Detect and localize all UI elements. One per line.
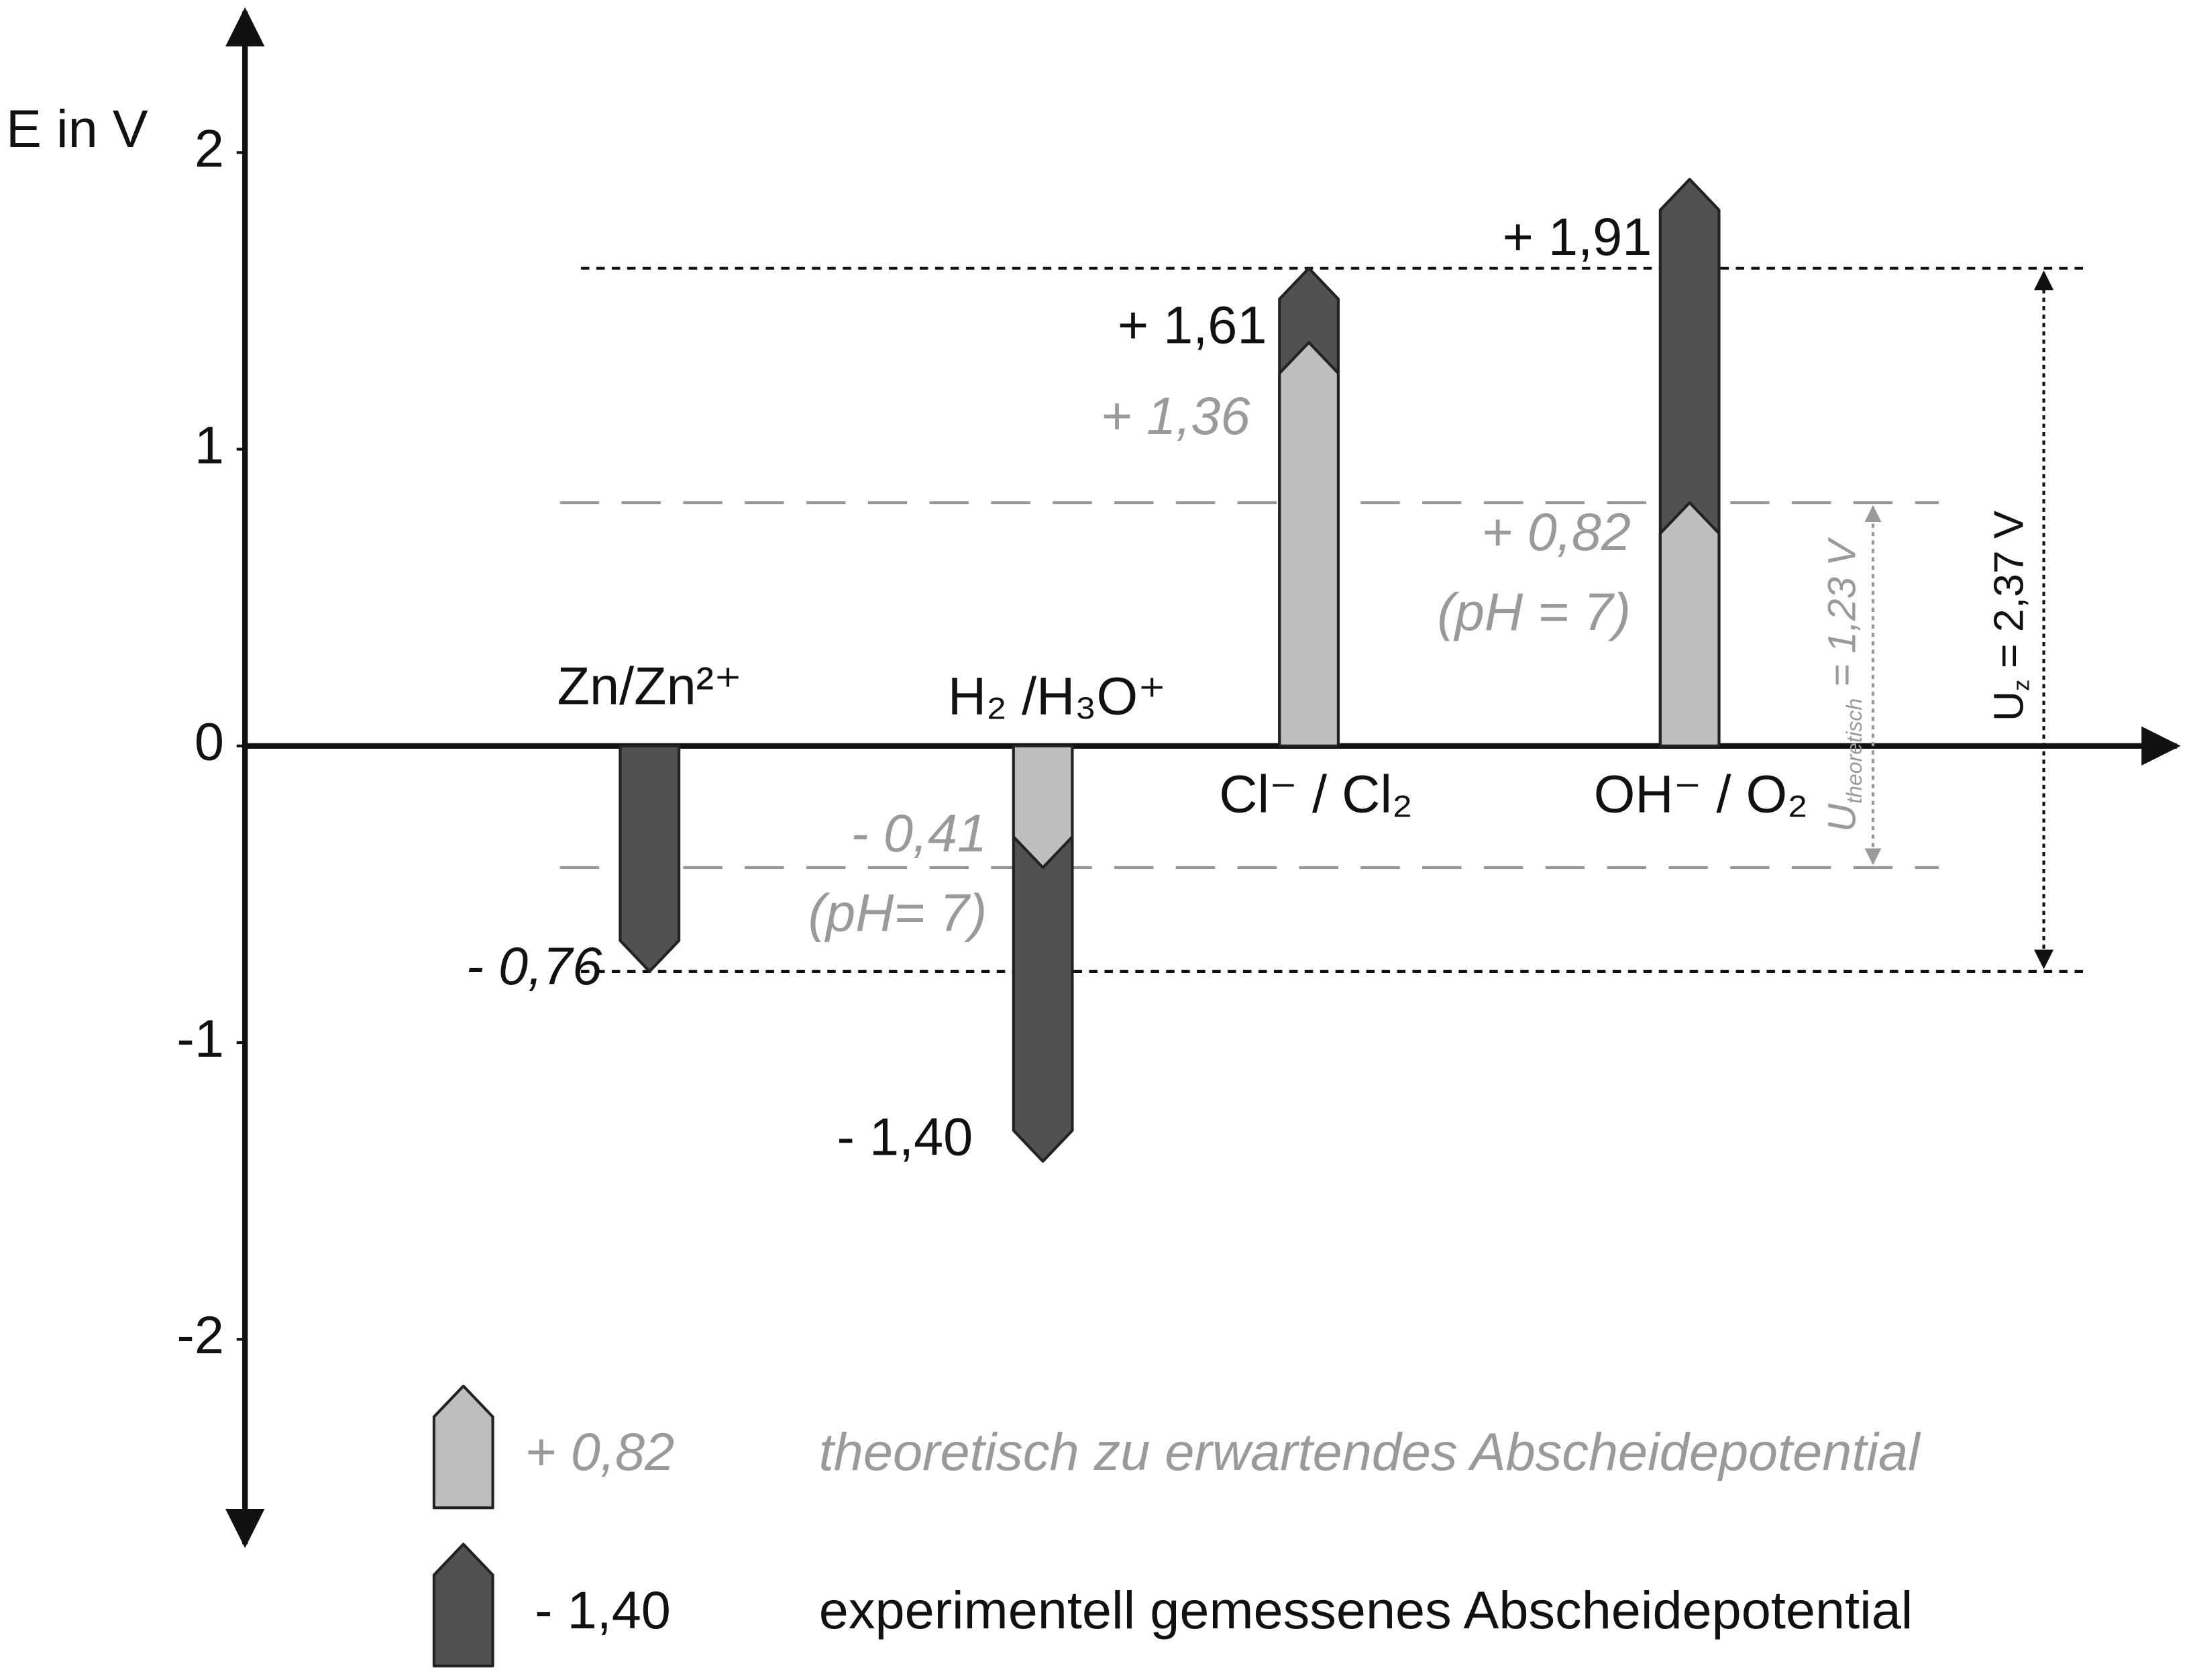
bar: [1658, 501, 1721, 747]
bar: [1278, 341, 1340, 747]
bar: [619, 744, 681, 973]
y-tick-label: -2: [176, 1305, 224, 1365]
y-tick-label: 1: [195, 415, 224, 475]
value-label: - 0,41: [851, 803, 987, 863]
value-label: - 1,40: [837, 1107, 973, 1167]
span-symbol: U: [1821, 803, 1864, 832]
legend-swatch: [432, 1384, 494, 1510]
value-label: + 1,61: [1118, 295, 1267, 354]
span-text: = 1,23 V: [1821, 537, 1864, 687]
value-label: - 0,76: [466, 936, 603, 996]
bar: [1012, 744, 1074, 870]
category-label: H₂ /H₃O⁺: [948, 666, 1166, 725]
legend-sample: + 0,82: [525, 1422, 675, 1481]
span-subscript: theoretisch: [1842, 698, 1866, 804]
value-label: + 1,91: [1503, 207, 1652, 266]
span-symbol: U: [1985, 691, 2032, 721]
span-label: Uz = 2,37 V: [1985, 511, 2034, 721]
legend-sample: - 1,40: [535, 1580, 671, 1640]
y-tick-label: -1: [176, 1008, 224, 1068]
legend-label: experimentell gemessenes Abscheidepotent…: [819, 1580, 1913, 1640]
value-label: + 1,36: [1101, 386, 1251, 445]
value-note: (pH= 7): [808, 883, 987, 943]
span-subscript: z: [2009, 680, 2034, 691]
legend-label: theoretisch zu erwartendes Abscheidepote…: [819, 1422, 1921, 1481]
category-label: OH⁻ / O₂: [1594, 764, 1808, 823]
legend-swatch: [432, 1542, 494, 1668]
y-axis-label: E in V: [6, 99, 148, 158]
value-label: + 0,82: [1481, 502, 1631, 562]
category-label: Cl⁻ / Cl₂: [1219, 764, 1412, 823]
y-tick-label: 0: [195, 712, 224, 772]
category-label: Zn/Zn²⁺: [557, 656, 742, 716]
value-note: (pH = 7): [1437, 582, 1631, 641]
span-label: Utheoretisch = 1,23 V: [1821, 537, 1867, 832]
y-tick-label: 2: [195, 118, 224, 178]
span-text: = 2,37 V: [1985, 511, 2032, 668]
